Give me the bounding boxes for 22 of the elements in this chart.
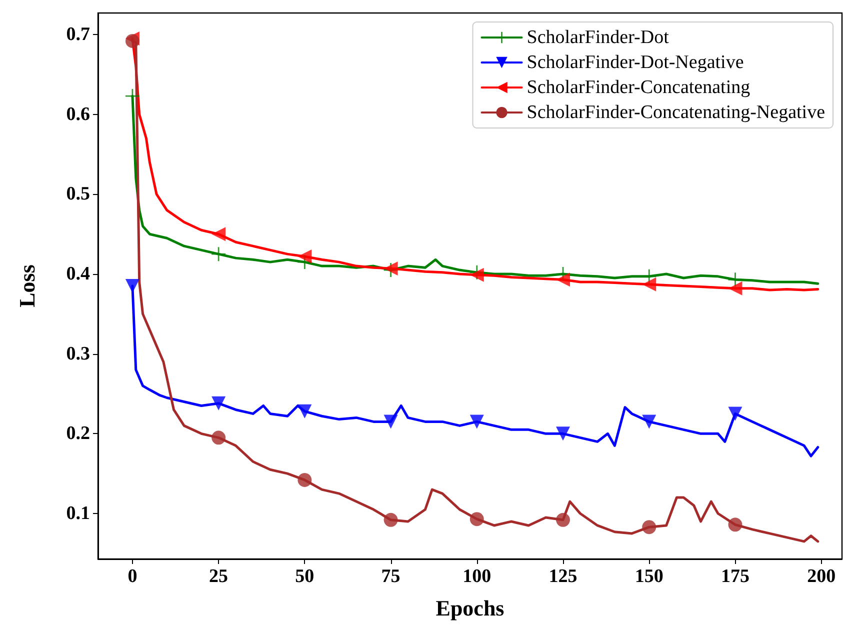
x-tick-label: 25: [209, 566, 228, 587]
y-tick-label: 0.4: [66, 264, 90, 285]
y-tick-label: 0.3: [66, 343, 90, 364]
x-tick-label: 50: [295, 566, 314, 587]
y-tick-label: 0.6: [66, 104, 90, 125]
y-tick-label: 0.2: [66, 423, 90, 444]
x-tick-label: 75: [381, 566, 400, 587]
x-tick-label: 175: [720, 566, 750, 587]
x-axis-title: Epochs: [436, 596, 505, 620]
y-tick-label: 0.5: [66, 184, 90, 205]
x-tick-label: 0: [128, 566, 138, 587]
x-tick-label: 200: [807, 566, 836, 587]
legend-label: ScholarFinder-Dot-Negative: [526, 52, 744, 73]
legend-label: ScholarFinder-Concatenating: [526, 77, 751, 98]
x-tick-label: 125: [548, 566, 578, 587]
legend-label: ScholarFinder-Concatenating-Negative: [526, 102, 826, 123]
x-tick-label: 100: [462, 566, 492, 587]
y-axis-title: Loss: [14, 264, 40, 308]
x-tick-label: 150: [634, 566, 664, 587]
legend-label: ScholarFinder-Dot: [526, 27, 670, 48]
y-tick-label: 0.7: [66, 24, 90, 46]
y-tick-label: 0.1: [66, 503, 90, 524]
